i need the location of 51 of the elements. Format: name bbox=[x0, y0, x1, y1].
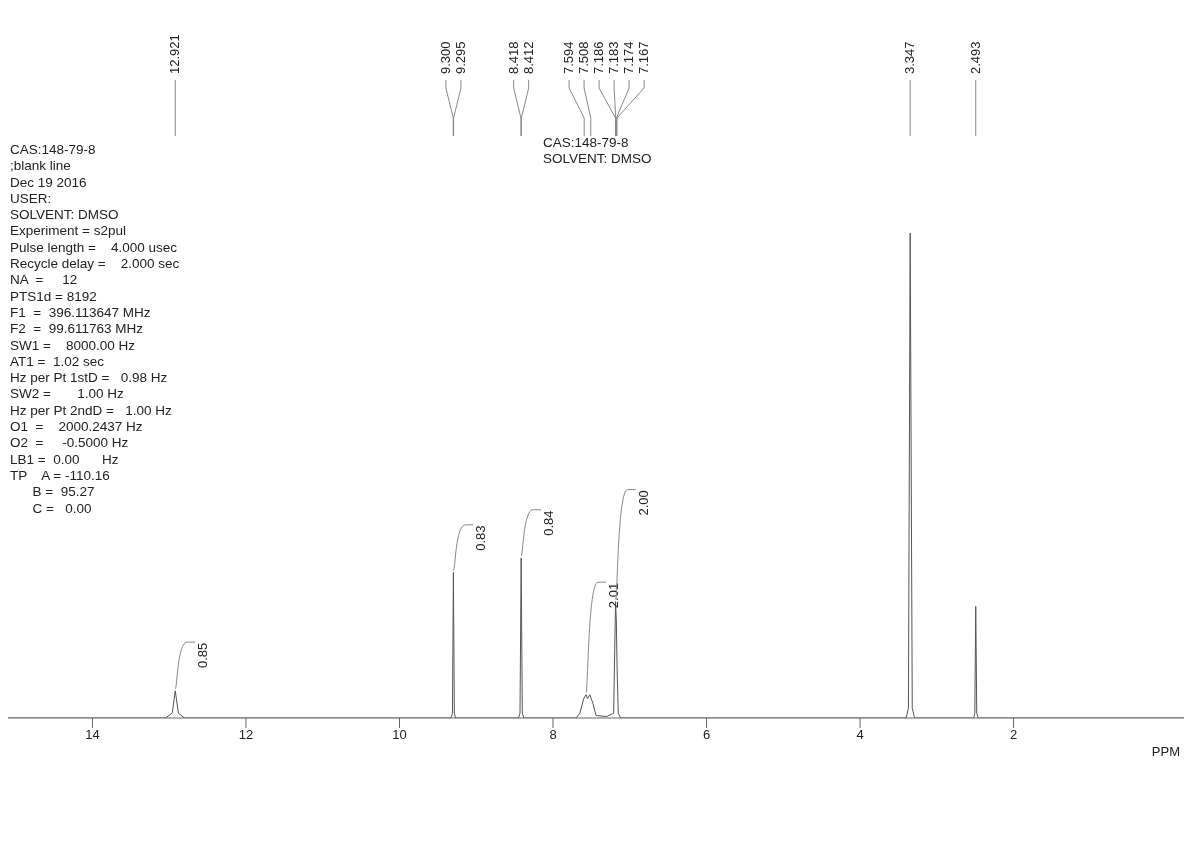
annotation: 8.412 bbox=[520, 41, 536, 74]
annotation: 7.183 bbox=[606, 41, 622, 74]
x-tick-label: 14 bbox=[85, 727, 100, 743]
annotation: AT1 = 1.02 sec bbox=[10, 353, 105, 371]
annotation: Hz per Pt 1stD = 0.98 Hz bbox=[10, 370, 169, 387]
annotation: Recycle delay = 2.000 sec bbox=[10, 256, 180, 273]
x-tick-label: 10 bbox=[392, 727, 407, 743]
annotation: 8.418 bbox=[505, 41, 521, 74]
annotation: F2 = 99.611763 MHz bbox=[10, 321, 144, 338]
annotation: 7.174 bbox=[621, 41, 637, 74]
annotation: 3.347 bbox=[902, 41, 918, 74]
annotation: 2.493 bbox=[967, 41, 983, 74]
x-tick-label: 4 bbox=[856, 727, 864, 743]
x-tick-label: 12 bbox=[238, 727, 254, 743]
annotation: PTS1d = 8192 bbox=[10, 288, 98, 305]
text: USER: bbox=[10, 190, 53, 208]
annotation: SW1 = 8000.00 Hz bbox=[10, 337, 136, 354]
annotation: Pulse length = 4.000 usec bbox=[10, 239, 178, 257]
annotation: NA = 12 bbox=[10, 272, 79, 289]
annotation: 7.508 bbox=[576, 41, 592, 74]
annotation: 7.186 bbox=[591, 41, 607, 74]
x-axis-title: PPM bbox=[1151, 744, 1180, 759]
annotation: 9.295 bbox=[452, 41, 468, 74]
text: Dec 19 2016 bbox=[10, 174, 88, 191]
annotation: 7.167 bbox=[636, 41, 652, 74]
text: ;blank line bbox=[10, 158, 72, 175]
x-tick-label: 8 bbox=[549, 727, 557, 743]
annotation: 0.83 bbox=[473, 525, 489, 551]
annotation: Hz per Pt 2ndD = 1.00 Hz bbox=[10, 402, 173, 420]
annotation: 2.01 bbox=[606, 582, 622, 609]
annotation: 2.00 bbox=[635, 490, 651, 516]
annotation: O1 = 2000.2437 Hz bbox=[10, 419, 144, 436]
x-tick-label: 2 bbox=[1009, 727, 1018, 743]
annotation: 9.300 bbox=[437, 41, 453, 74]
annotation: F1 = 396.113647 MHz bbox=[10, 304, 152, 322]
annotation: O2 = -0.5000 Hz bbox=[10, 435, 130, 452]
annotation: SW2 = 1.00 Hz bbox=[10, 386, 125, 403]
chart-subtitle: SOLVENT: DMSO bbox=[543, 151, 652, 167]
chart-title: CAS:148-79-8 bbox=[543, 135, 630, 151]
x-tick-label: 6 bbox=[702, 727, 711, 743]
text: CAS:148-79-8 bbox=[10, 142, 97, 159]
annotation: 0.85 bbox=[195, 642, 211, 669]
annotation: 12.921 bbox=[167, 34, 183, 74]
annotation: LB1 = 0.00 Hz bbox=[10, 451, 120, 468]
annotation: 7.594 bbox=[561, 41, 577, 74]
text: SOLVENT: DMSO bbox=[10, 207, 120, 224]
annotation: 0.84 bbox=[541, 510, 557, 536]
annotation: C = 0.00 bbox=[31, 500, 93, 517]
annotation: Experiment = s2pul bbox=[10, 223, 127, 240]
annotation: B = 95.27 bbox=[31, 484, 96, 501]
annotation: TP A = -110.16 bbox=[10, 467, 111, 485]
